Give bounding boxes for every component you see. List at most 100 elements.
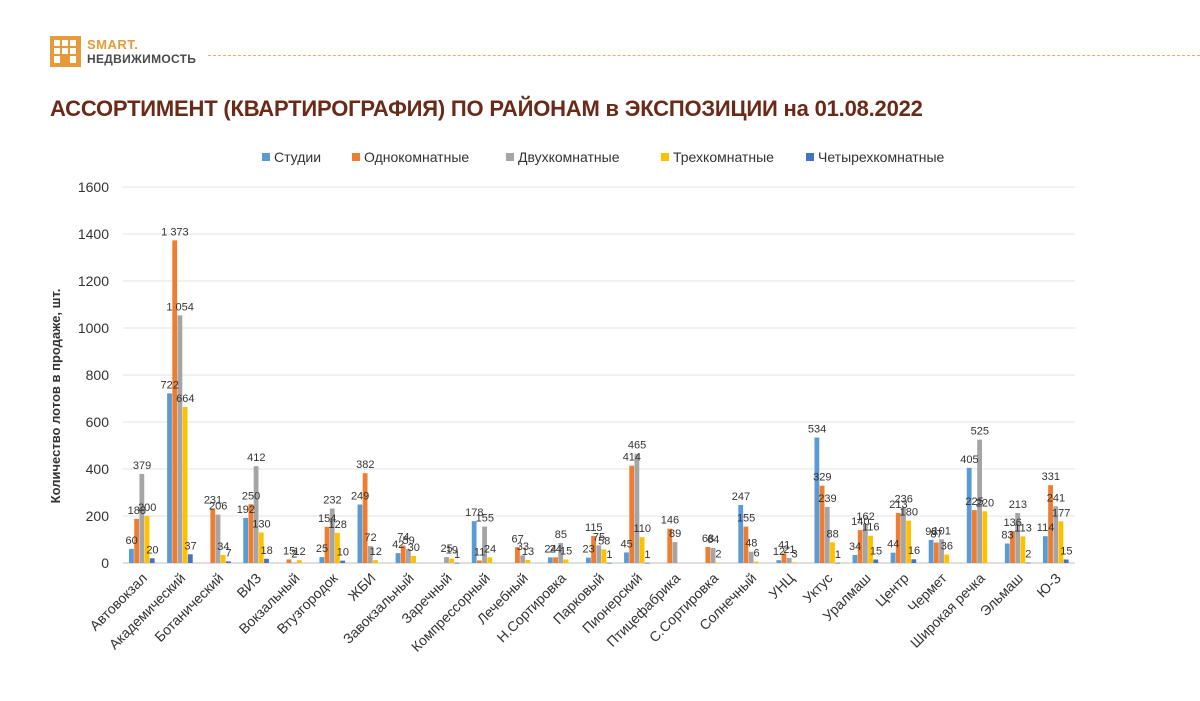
bar xyxy=(335,532,340,563)
bar xyxy=(933,542,939,563)
bar xyxy=(362,473,368,563)
bar xyxy=(1025,562,1031,564)
bar-value-label: 58 xyxy=(598,535,610,547)
bar xyxy=(1020,536,1026,563)
bar-value-label: 15 xyxy=(870,545,882,557)
bar xyxy=(210,508,216,563)
bar xyxy=(411,555,416,563)
bar-value-label: 414 xyxy=(623,452,641,464)
bar-value-label: 1 xyxy=(644,549,650,561)
legend-label: Двухкомнатные xyxy=(518,149,620,165)
bar-value-label: 89 xyxy=(669,528,681,540)
bar xyxy=(367,546,373,563)
bar-value-label: 1 xyxy=(454,549,460,561)
bar xyxy=(340,560,346,563)
logo-line1: SMART. xyxy=(87,36,139,52)
x-tick-label: Эльмаш xyxy=(977,570,1026,619)
bar xyxy=(1063,559,1069,563)
bar xyxy=(487,557,493,563)
x-tick-label: ЖБИ xyxy=(345,570,379,604)
bar xyxy=(406,549,411,563)
bar-value-label: 2 xyxy=(1025,549,1031,561)
bar-value-label: 241 xyxy=(1047,492,1065,504)
bar-value-label: 405 xyxy=(960,454,978,466)
bar-value-label: 534 xyxy=(808,424,826,436)
bar-value-label: 30 xyxy=(408,542,420,554)
bar-value-label: 85 xyxy=(555,529,567,541)
y-tick-label: 1000 xyxy=(78,320,109,336)
bar-value-label: 36 xyxy=(941,541,953,553)
bar-value-label: 25 xyxy=(441,543,453,555)
bar-value-label: 200 xyxy=(138,502,156,514)
bar xyxy=(515,547,520,563)
bar-value-label: 34 xyxy=(217,541,229,553)
bar-value-label: 146 xyxy=(661,515,679,527)
bar xyxy=(547,557,553,563)
bar-value-label: 88 xyxy=(827,528,839,540)
bar xyxy=(471,521,477,563)
bar-value-label: 13 xyxy=(522,546,534,558)
bar xyxy=(977,439,982,563)
bar-value-label: 15 xyxy=(560,545,572,557)
bar xyxy=(134,518,140,563)
bar-value-label: 1 373 xyxy=(161,226,189,238)
bar xyxy=(928,539,934,563)
bar-value-label: 6 xyxy=(753,548,759,560)
bar xyxy=(862,524,868,563)
bar-value-label: 213 xyxy=(889,499,907,511)
x-tick-label: Уктус xyxy=(800,570,836,606)
bar-value-label: 115 xyxy=(585,522,603,534)
bar-value-label: 33 xyxy=(517,541,529,553)
legend-swatch xyxy=(262,153,270,161)
legend-label: Однокомнатные xyxy=(364,149,469,165)
bar xyxy=(835,562,841,564)
bar-value-label: 44 xyxy=(887,539,899,551)
y-axis-label: Количество лотов в продаже, шт. xyxy=(48,289,63,504)
bar xyxy=(319,557,325,563)
bar-value-label: 75 xyxy=(593,531,605,543)
bar-value-label: 3 xyxy=(792,548,798,560)
bar xyxy=(819,485,825,563)
bar-value-label: 465 xyxy=(628,440,646,452)
bar-value-label: 24 xyxy=(550,543,562,555)
bar-value-label: 24 xyxy=(544,543,556,555)
bar-value-label: 110 xyxy=(634,523,652,535)
bar xyxy=(972,510,977,563)
bar-value-label: 329 xyxy=(813,472,831,484)
legend-label: Студии xyxy=(274,149,321,165)
page-title: АССОРТИМЕНТ (КВАРТИРОГРАФИЯ) ПО РАЙОНАМ … xyxy=(50,96,923,121)
bar xyxy=(814,437,820,563)
bar-value-label: 2 xyxy=(291,549,297,561)
bar-value-label: 83 xyxy=(1001,529,1013,541)
bar xyxy=(264,558,269,563)
bar-value-label: 225 xyxy=(965,496,983,508)
bar xyxy=(852,555,858,563)
bar xyxy=(586,557,591,563)
bar-value-label: 15 xyxy=(283,545,295,557)
bar xyxy=(748,551,754,563)
bar-value-label: 25 xyxy=(316,543,328,555)
bar xyxy=(830,542,835,563)
bar xyxy=(1015,512,1021,563)
bar xyxy=(444,557,449,563)
bar xyxy=(520,555,526,563)
bar xyxy=(291,562,297,564)
y-axis-ticks: 0 200 400 600 800 1000 1200 1400 1600 xyxy=(78,179,109,571)
bar-value-label: 10 xyxy=(337,547,349,559)
bar-value-label: 180 xyxy=(900,507,918,519)
bar-value-label: 23 xyxy=(582,544,594,556)
bar xyxy=(873,559,879,563)
bar-value-label: 220 xyxy=(976,497,994,509)
bar xyxy=(558,543,564,563)
bar xyxy=(710,547,716,563)
legend-swatch xyxy=(352,153,360,161)
bar-value-label: 379 xyxy=(133,460,151,472)
bar-value-label: 331 xyxy=(1042,471,1060,483)
bar xyxy=(911,559,917,563)
x-tick-label: УНЦ xyxy=(765,569,798,602)
bar-value-label: 15 xyxy=(1060,545,1072,557)
bar xyxy=(634,453,640,563)
